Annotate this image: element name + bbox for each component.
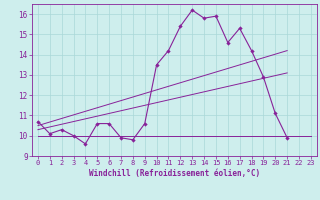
X-axis label: Windchill (Refroidissement éolien,°C): Windchill (Refroidissement éolien,°C) — [89, 169, 260, 178]
